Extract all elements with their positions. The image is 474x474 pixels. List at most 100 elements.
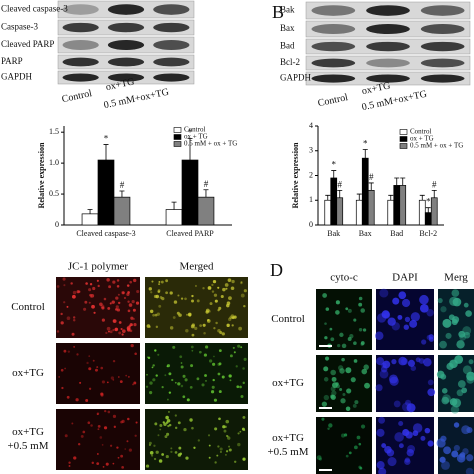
blot-band <box>153 57 190 67</box>
cell-signal <box>364 382 370 389</box>
cell-signal <box>196 377 200 381</box>
cell-signal <box>353 445 358 450</box>
error-bar <box>337 189 343 198</box>
cell-signal <box>208 456 211 459</box>
cell-signal <box>219 330 223 334</box>
row-label: ox+TG <box>12 426 44 438</box>
cell-signal <box>145 464 150 468</box>
cell-signal <box>56 330 60 333</box>
cell-signal <box>331 376 337 382</box>
cell-signal <box>159 424 163 428</box>
cell-signal <box>179 355 183 359</box>
cell-signal <box>330 337 335 342</box>
cell-signal <box>398 291 407 300</box>
cell-signal <box>463 331 471 339</box>
cell-signal <box>112 379 115 381</box>
cell-signal <box>335 300 340 305</box>
cell-signal <box>108 285 112 289</box>
cell-signal <box>121 419 125 423</box>
cell-signal <box>73 345 76 348</box>
cell-signal <box>150 291 153 294</box>
cell-signal <box>452 297 462 307</box>
cell-signal <box>437 297 443 304</box>
significance-marker: # <box>432 179 437 189</box>
cell-signal <box>401 402 412 412</box>
y-tick-label: 0.5 <box>49 189 59 198</box>
cell-signal <box>239 385 242 389</box>
cell-signal <box>345 307 349 311</box>
cell-signal <box>199 350 202 354</box>
cell-signal <box>191 349 194 352</box>
cell-signal <box>193 446 196 449</box>
cell-signal <box>442 318 452 328</box>
cell-signal <box>207 434 211 437</box>
cell-signal <box>152 378 156 382</box>
cell-signal <box>231 324 234 327</box>
blot-band <box>107 22 145 33</box>
cell-signal <box>400 357 409 366</box>
cell-signal <box>130 316 134 320</box>
cell-signal <box>374 331 384 340</box>
cell-signal <box>148 441 152 445</box>
cell-signal <box>66 395 70 399</box>
cell-signal <box>114 327 119 332</box>
cell-signal <box>233 315 237 319</box>
blot-label: Bad <box>280 41 295 51</box>
cell-signal <box>132 308 136 312</box>
cell-signal <box>387 457 397 467</box>
cell-signal <box>149 391 153 395</box>
row-label: Control <box>11 301 45 313</box>
cell-signal <box>194 326 198 331</box>
cell-signal <box>76 353 79 356</box>
cell-signal <box>169 291 173 295</box>
cell-signal <box>63 301 66 304</box>
micrograph <box>56 277 140 338</box>
cell-signal <box>318 457 322 461</box>
cell-signal <box>210 390 215 394</box>
cell-signal <box>103 426 108 430</box>
cell-signal <box>217 372 221 376</box>
cell-signal <box>101 380 106 384</box>
blot-band <box>420 74 465 83</box>
cell-signal <box>85 282 88 285</box>
legend-label: 0.5 mM + ox + TG <box>184 140 237 148</box>
error-bar <box>431 189 437 198</box>
cell-signal <box>441 396 450 405</box>
cell-signal <box>174 414 177 417</box>
blot-band <box>107 73 145 82</box>
micrograph <box>56 343 140 404</box>
cell-signal <box>96 413 99 416</box>
cell-signal <box>214 461 217 464</box>
cell-signal <box>221 375 225 379</box>
cell-signal <box>151 280 154 283</box>
cell-signal <box>335 384 340 389</box>
cell-signal <box>68 461 71 464</box>
cell-signal <box>125 374 128 377</box>
cell-signal <box>345 454 349 458</box>
cell-signal <box>238 326 243 331</box>
cell-signal <box>341 343 347 349</box>
cell-signal <box>339 388 343 392</box>
cell-signal <box>136 289 140 294</box>
cell-signal <box>421 339 427 345</box>
cell-signal <box>178 446 182 450</box>
cell-signal <box>157 353 160 356</box>
cell-signal <box>406 448 415 457</box>
cell-signal <box>185 329 189 333</box>
cell-signal <box>398 420 404 427</box>
cell-signal <box>88 288 92 292</box>
cell-signal <box>205 310 209 314</box>
cell-signal <box>106 381 109 384</box>
cell-signal <box>185 456 189 460</box>
bar <box>165 209 183 226</box>
cell-signal <box>220 294 224 299</box>
column-header: cyto-c <box>330 272 358 284</box>
cell-signal <box>174 451 178 454</box>
cell-signal <box>356 435 361 440</box>
cell-signal <box>128 448 132 452</box>
cell-signal <box>323 366 329 372</box>
cell-signal <box>117 301 121 305</box>
cell-signal <box>449 398 458 406</box>
cell-signal <box>134 434 137 437</box>
cell-signal <box>394 432 404 442</box>
